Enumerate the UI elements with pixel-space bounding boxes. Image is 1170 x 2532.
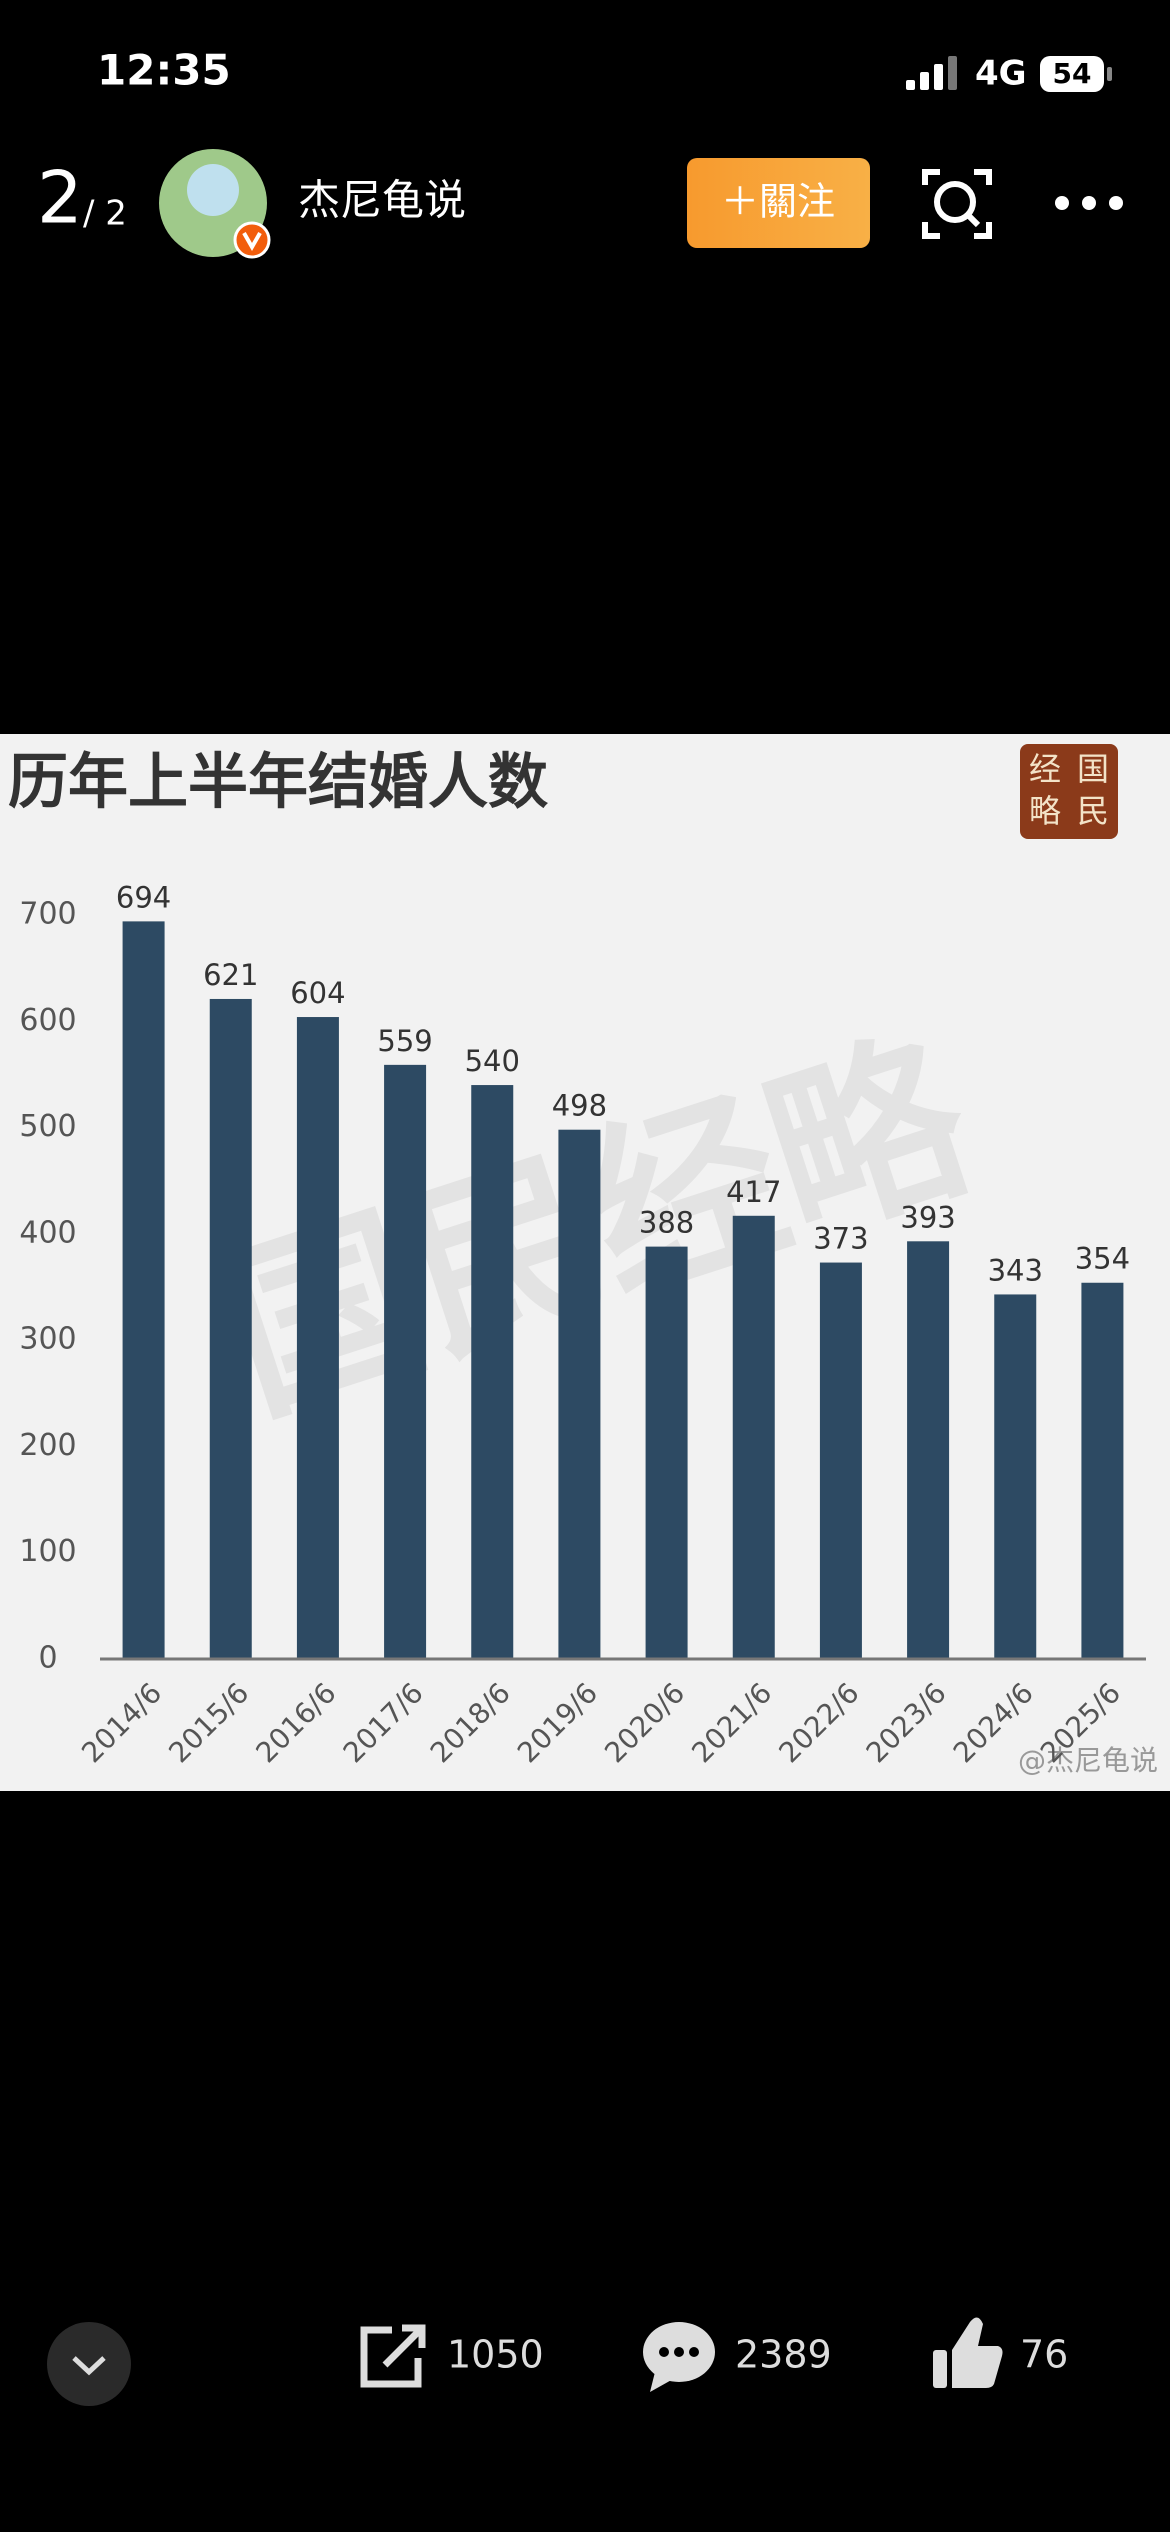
battery-icon	[1040, 56, 1104, 92]
y-tick-label: 700	[19, 897, 76, 932]
bar	[732, 1215, 775, 1659]
data-label: 604	[290, 976, 345, 1010]
follow-label[interactable]: ＋關注	[721, 180, 835, 224]
bar	[209, 998, 252, 1659]
data-label: 559	[377, 1024, 432, 1058]
username[interactable]: 杰尼龟说	[298, 176, 466, 225]
credit: @杰尼龟说	[1018, 1744, 1158, 1777]
bar	[819, 1262, 862, 1659]
data-label: 388	[639, 1206, 694, 1240]
comment-icon[interactable]	[643, 2322, 715, 2392]
logo-char: 国	[1077, 750, 1109, 788]
bar	[994, 1294, 1037, 1659]
bar	[907, 1241, 950, 1659]
data-label: 393	[900, 1200, 955, 1234]
bar	[384, 1064, 427, 1659]
verified-badge	[233, 221, 271, 259]
verified-mark	[242, 232, 262, 252]
scan-icon[interactable]	[922, 169, 992, 239]
logo-box	[1020, 744, 1118, 839]
y-tick-label: 600	[19, 1003, 76, 1038]
like-count[interactable]: 76	[1020, 2333, 1068, 2377]
bar	[645, 1246, 688, 1659]
page-current: 2	[37, 156, 83, 240]
data-label: 694	[116, 880, 171, 914]
battery-level: 54	[1053, 57, 1092, 90]
comment-count[interactable]: 2389	[735, 2333, 832, 2377]
share-icon[interactable]	[360, 2324, 426, 2388]
more-icon[interactable]	[1055, 196, 1123, 210]
page-total: / 2	[83, 194, 127, 234]
logo-char: 民	[1077, 792, 1109, 830]
data-label: 354	[1075, 1242, 1130, 1276]
logo-char: 略	[1029, 792, 1061, 830]
follow-button[interactable]	[687, 158, 870, 248]
logo-char: 经	[1029, 750, 1061, 788]
like-icon[interactable]	[933, 2317, 1003, 2388]
status-time: 12:35	[97, 46, 231, 95]
y-tick-label: 100	[19, 1534, 76, 1569]
collapse-button[interactable]	[47, 2322, 131, 2406]
data-label: 540	[465, 1044, 520, 1078]
avatar-figure	[187, 164, 239, 216]
data-label: 343	[988, 1253, 1043, 1287]
bar	[1081, 1282, 1124, 1659]
data-label: 621	[203, 958, 258, 992]
bar	[296, 1017, 339, 1659]
signal-icon	[906, 56, 957, 90]
bar	[122, 921, 165, 1659]
collapse-icon	[72, 2356, 106, 2376]
y-tick-label: 300	[19, 1322, 76, 1357]
data-label: 498	[552, 1089, 607, 1123]
bar	[558, 1129, 601, 1659]
battery-tip	[1107, 67, 1112, 81]
y-tick-label: 200	[19, 1428, 76, 1463]
status-network: 4G	[975, 54, 1027, 94]
chart-title: 历年上半年结婚人数	[8, 748, 548, 818]
data-label: 417	[726, 1175, 781, 1209]
data-label: 373	[813, 1222, 868, 1256]
y-tick-label: 500	[19, 1109, 76, 1144]
bar	[471, 1085, 514, 1659]
y-tick-label: 400	[19, 1215, 76, 1250]
share-count[interactable]: 1050	[447, 2333, 544, 2377]
y-tick-label: 0	[38, 1641, 57, 1676]
